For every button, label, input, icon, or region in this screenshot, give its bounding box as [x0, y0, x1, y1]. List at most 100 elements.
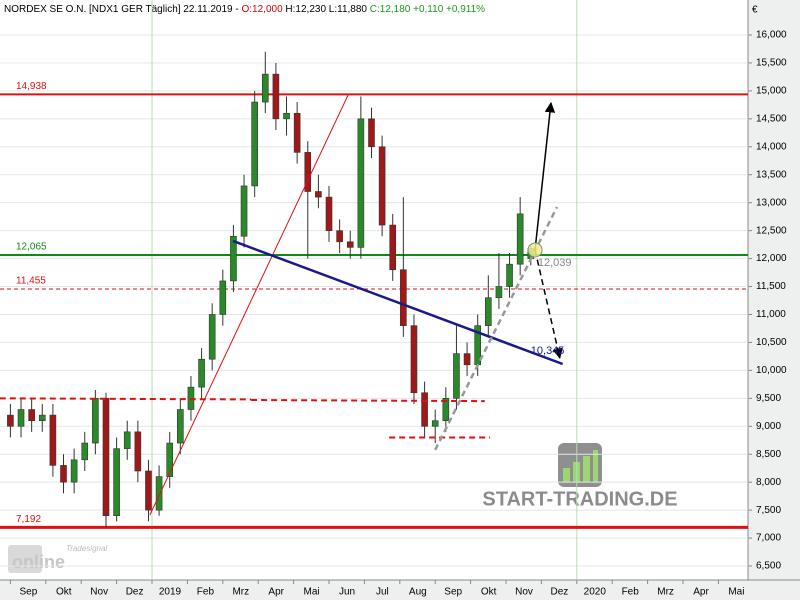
- x-axis-panel: [0, 580, 800, 600]
- x-tick-label: Aug: [409, 587, 427, 598]
- candle-body: [230, 235, 237, 282]
- candle-body: [293, 112, 301, 153]
- candle-body: [516, 213, 524, 265]
- y-tick-label: 13,500: [756, 169, 787, 180]
- candle-body: [368, 118, 375, 148]
- candle-body: [463, 353, 471, 366]
- y-tick-label: 6,500: [756, 561, 781, 572]
- candle-body: [81, 442, 89, 461]
- candle-body: [219, 280, 227, 315]
- candle-body: [315, 191, 322, 198]
- candle-body: [28, 409, 35, 421]
- candle-body: [357, 118, 365, 248]
- header-part: H:12,230 L:11,880: [283, 4, 370, 15]
- candle-body: [198, 358, 205, 388]
- level-label: 11,455: [16, 276, 46, 287]
- trend-line: [232, 239, 564, 366]
- x-tick-label: Okt: [481, 587, 497, 598]
- header-part: NORDEX SE O.N. [NDX1 GER Täglich] 22.11.…: [4, 4, 242, 15]
- x-tick-label: Mai: [728, 587, 744, 598]
- candle-body: [325, 196, 333, 231]
- candles: [7, 51, 535, 528]
- x-tick-label: Dez: [551, 587, 569, 598]
- y-axis-panel: [748, 0, 800, 600]
- y-tick-label: 16,000: [756, 30, 787, 41]
- x-tick-label: Mrz: [657, 587, 674, 598]
- y-tick-label: 8,500: [756, 449, 781, 460]
- candle-body: [431, 420, 439, 427]
- logo-bar: [583, 456, 590, 482]
- trend-line: [251, 399, 485, 403]
- candle-body: [421, 392, 428, 427]
- candle-body: [506, 263, 513, 287]
- candle-body: [177, 409, 184, 444]
- candle-body: [166, 442, 174, 477]
- y-tick-label: 12,500: [756, 225, 787, 236]
- watermark-vendor: Tradesignal: [66, 544, 107, 553]
- trend-line: [434, 206, 559, 451]
- y-tick-label: 12,000: [756, 253, 787, 264]
- candle-body: [92, 398, 99, 444]
- y-tick-label: 11,500: [756, 281, 786, 292]
- candle-body: [453, 353, 460, 399]
- y-tick-label: 15,000: [756, 86, 787, 97]
- watermark-product: online: [12, 552, 65, 572]
- logo-bar: [563, 468, 570, 482]
- x-tick-label: Jun: [339, 587, 355, 598]
- trend-line: [0, 397, 252, 401]
- grid: [0, 0, 748, 580]
- y-tick-label: 10,000: [756, 365, 787, 376]
- y-tick-label: 10,500: [756, 337, 787, 348]
- y-tick-label: 13,000: [756, 197, 787, 208]
- candle-body: [240, 185, 248, 237]
- x-tick-label: Nov: [90, 587, 108, 598]
- candle-body: [400, 269, 407, 326]
- annotation: 10,345: [531, 345, 565, 357]
- x-tick-label: 2020: [584, 587, 607, 598]
- level-label: 14,938: [16, 81, 47, 92]
- x-tick-label: Feb: [622, 587, 640, 598]
- x-tick-label: Dez: [126, 587, 144, 598]
- candle-body: [208, 314, 216, 360]
- candle-body: [261, 73, 269, 103]
- y-tick-label: 14,500: [756, 113, 787, 124]
- x-tick-label: Jul: [376, 587, 389, 598]
- x-tick-label: Sep: [444, 587, 462, 598]
- candle-body: [272, 73, 280, 120]
- candle-body: [113, 448, 120, 517]
- x-tick-label: Okt: [56, 587, 72, 598]
- candle-body: [410, 325, 418, 394]
- candle-body: [145, 470, 152, 511]
- candle-body: [102, 398, 110, 517]
- x-tick-label: Apr: [693, 587, 709, 598]
- x-tick-label: Apr: [268, 587, 284, 598]
- trend-line: [534, 101, 556, 251]
- x-tick-label: Sep: [20, 587, 38, 598]
- y-tick-label: 7,500: [756, 505, 781, 516]
- level-label: 7,192: [16, 514, 41, 525]
- y-tick-label: 9,500: [756, 393, 781, 404]
- candle-body: [336, 230, 343, 243]
- y-tick-label: 9,000: [756, 421, 781, 432]
- candle-body: [155, 476, 163, 511]
- x-tick-label: Mrz: [232, 587, 249, 598]
- candle-body: [70, 459, 78, 483]
- highlight: [527, 242, 543, 258]
- y-tick-label: 8,000: [756, 477, 781, 488]
- annotation: 12,039: [538, 257, 572, 269]
- x-tick-label: 2019: [159, 587, 182, 598]
- candle-body: [442, 398, 450, 421]
- logo-bar: [593, 450, 598, 482]
- candle-body: [49, 414, 57, 466]
- x-tick-label: Feb: [197, 587, 215, 598]
- candle-body: [251, 101, 258, 187]
- candle-body: [38, 414, 46, 421]
- x-tick-label: Mai: [304, 587, 320, 598]
- candle-body: [17, 409, 25, 427]
- candle-body: [134, 431, 142, 472]
- y-tick-label: 14,000: [756, 141, 787, 152]
- header-part: C:12,180 +0,110 +0,911%: [370, 4, 485, 15]
- trend-line: [149, 94, 349, 516]
